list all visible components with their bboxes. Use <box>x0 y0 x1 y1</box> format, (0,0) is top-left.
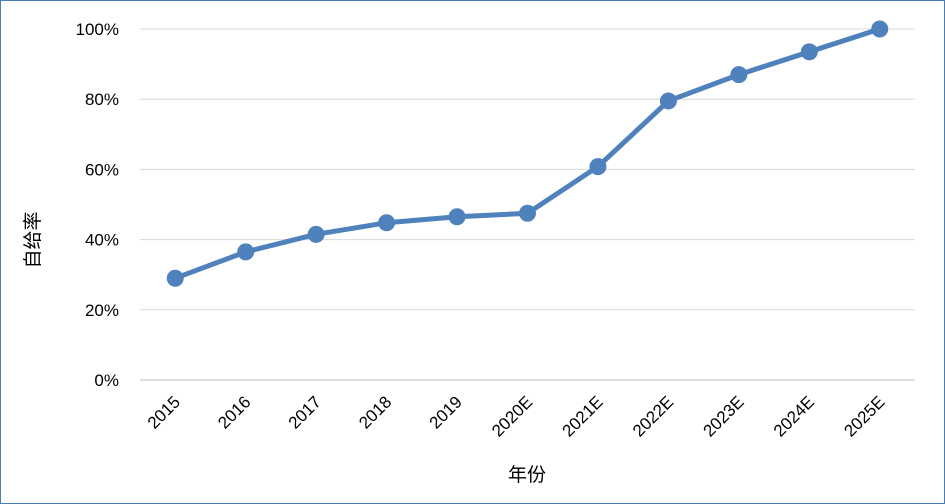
series-group <box>166 20 889 287</box>
data-point <box>589 158 607 176</box>
data-point <box>166 269 184 287</box>
data-point <box>519 204 536 222</box>
x-tick-label: 2019 <box>426 392 466 432</box>
x-tick-label: 2024E <box>770 392 818 440</box>
gridlines <box>140 28 915 381</box>
data-point <box>307 225 325 243</box>
x-tick-label: 2018 <box>355 392 395 432</box>
x-tick-label: 2021E <box>559 392 607 440</box>
data-point <box>237 243 255 261</box>
x-tick-label: 2023E <box>699 392 747 440</box>
data-point <box>730 66 748 84</box>
x-tick-label: 2016 <box>214 392 254 432</box>
y-tick-label: 100% <box>76 20 119 39</box>
data-point <box>800 43 818 61</box>
y-axis-title: 自给率 <box>22 211 44 268</box>
x-tick-label: 2017 <box>285 392 325 432</box>
data-point <box>659 92 677 110</box>
y-tick-label: 80% <box>85 90 119 109</box>
data-point <box>871 20 889 38</box>
x-tick-label: 2022E <box>629 392 677 440</box>
series-line <box>172 26 883 281</box>
x-axis-ticks: 2015 2016 2017 2018 2019 2020E 2021E 2022E 2023E… <box>144 392 889 440</box>
y-tick-label: 0% <box>94 371 119 390</box>
x-tick-label: 2015 <box>144 392 184 432</box>
y-tick-label: 60% <box>85 160 119 179</box>
x-tick-label: 2020E <box>488 392 536 440</box>
y-tick-label: 40% <box>85 231 119 250</box>
data-point <box>448 208 466 226</box>
y-axis-ticks: 0% 20% 40% 60% 80% 100% <box>76 20 119 390</box>
data-point <box>378 214 396 232</box>
y-tick-label: 20% <box>85 301 119 320</box>
x-tick-label: 2025E <box>840 392 888 440</box>
x-axis-title: 年份 <box>508 464 546 486</box>
